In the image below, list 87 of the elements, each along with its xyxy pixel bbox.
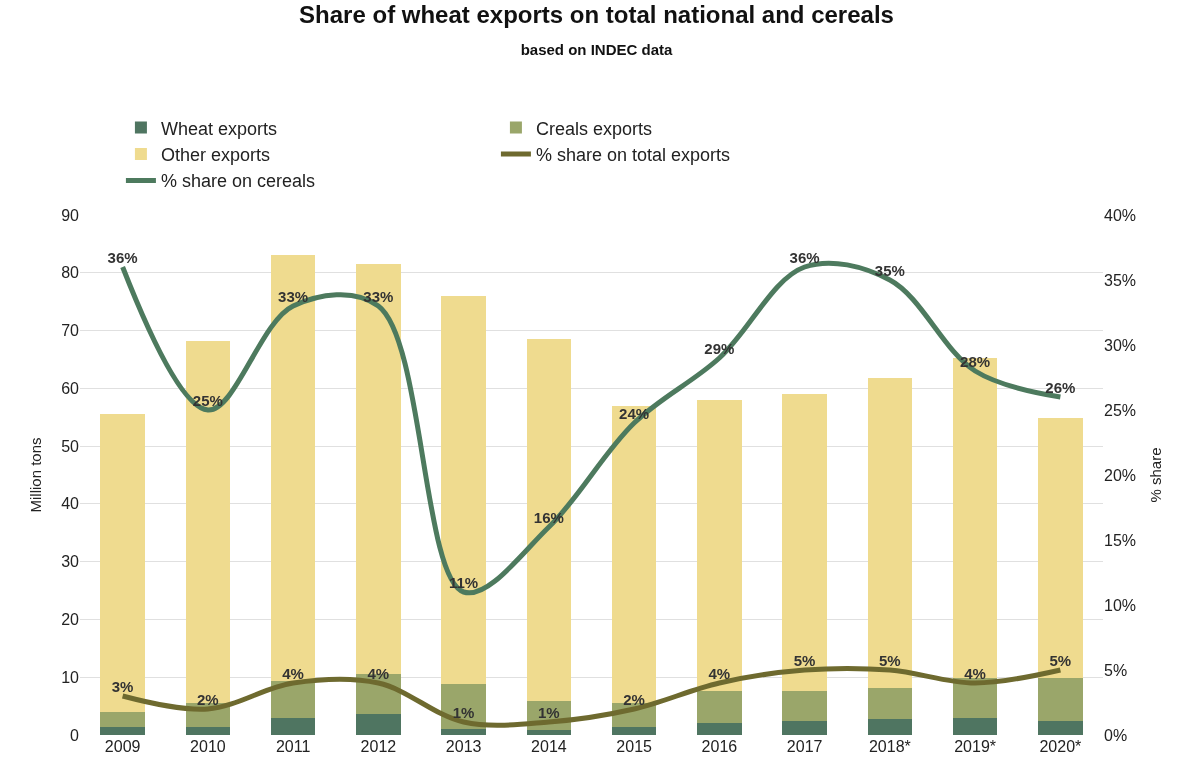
bar [782,720,827,735]
data-label: 4% [964,665,986,683]
bar [526,339,572,701]
x-tick-label: 2016 [701,738,738,755]
bar [782,690,827,721]
x-tick-label: 2011 [275,738,311,755]
bar [1038,678,1083,722]
legend-label: % share on cereals [160,171,316,192]
data-label: 5% [1049,652,1072,670]
y-tick-label: 90 [61,206,80,224]
bar [100,413,145,712]
x-tick-label: 2019* [954,738,997,755]
legend-label: Other exports [160,145,270,166]
data-label: 26% [1045,379,1076,397]
y-tick-label: 30 [61,553,80,571]
data-label: 35% [874,262,905,280]
bar [185,727,231,735]
chart-title: Share of wheat exports on total national and cereals [299,1,894,29]
bar [867,687,913,719]
legend-label: % share on total exports [535,145,731,166]
y2-axis-title: % share [1147,447,1165,503]
data-label: 5% [793,652,816,670]
bar [1038,418,1083,679]
bar [611,726,657,735]
y2-tick-label: 25% [1104,401,1137,419]
data-label: 25% [192,392,223,410]
y-tick-label: 0 [70,726,80,744]
bar [697,722,742,735]
y2-tick-label: 35% [1104,271,1137,289]
y-tick-label: 50 [61,437,80,455]
x-tick-label: 2013 [445,738,482,755]
bar [526,729,572,735]
bar [356,714,401,735]
y2-tick-label: 0% [1104,726,1128,744]
bar [441,295,486,684]
bar [1038,721,1083,735]
data-label: 33% [363,288,394,306]
bar [697,691,742,723]
chart-subtitle: based on INDEC data [520,40,673,58]
data-label: 3% [111,678,134,696]
y-tick-label: 70 [61,322,80,340]
x-tick-label: 2018* [868,738,911,755]
y2-tick-label: 15% [1104,531,1137,549]
bar [100,726,145,735]
y2-tick-label: 5% [1104,661,1128,679]
y2-tick-label: 10% [1104,596,1137,614]
bar [867,718,913,735]
data-label: 4% [282,665,304,683]
x-tick-label: 2017 [786,738,823,755]
data-label: 1% [538,704,560,722]
y-tick-label: 80 [61,264,80,282]
bar [952,358,998,679]
bar [697,399,742,692]
y-tick-label: 20 [61,611,80,629]
y-tick-label: 10 [61,668,80,686]
bar [952,718,998,735]
data-label: 36% [789,249,820,267]
legend-label: Creals exports [535,118,652,139]
data-label: 2% [197,691,219,709]
x-tick-label: 2014 [531,738,567,755]
data-label: 5% [879,652,901,670]
data-label: 4% [708,665,731,683]
x-tick-label: 2009 [104,738,141,755]
data-label: 4% [367,665,390,683]
data-label: 2% [623,691,645,709]
bar [100,711,145,727]
bar [867,377,913,688]
bar [782,394,827,691]
x-tick-label: 2012 [360,738,397,755]
data-label: 33% [278,288,309,306]
y2-tick-label: 30% [1104,336,1137,354]
y2-tick-label: 20% [1104,466,1137,484]
y-tick-label: 40 [61,495,80,513]
data-label: 1% [452,704,475,722]
bar [270,255,316,682]
x-tick-label: 2020* [1039,738,1082,755]
x-tick-label: 2015 [616,738,653,755]
bar [441,729,486,735]
bar [611,405,657,704]
y2-tick-label: 40% [1104,206,1137,224]
x-tick-label: 2010 [190,738,226,755]
y-axis-title: Million tons [27,437,45,513]
bar [185,340,231,704]
data-label: 36% [107,249,138,267]
y-tick-label: 60 [61,379,80,397]
legend-label: Wheat exports [160,118,277,139]
bar [270,717,316,735]
